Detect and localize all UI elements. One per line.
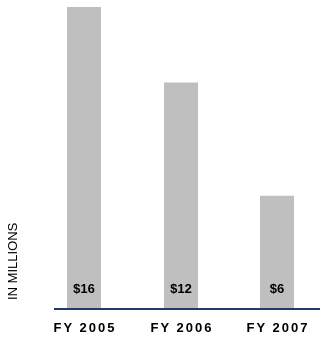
category-label: FY 2007 — [247, 320, 310, 335]
value-label: $6 — [270, 281, 284, 296]
value-label: $12 — [170, 281, 192, 296]
bar-fy-2006 — [164, 82, 198, 309]
value-label: $16 — [73, 281, 95, 296]
bar-fy-2005 — [67, 7, 101, 309]
bar-fy-2007 — [260, 195, 294, 309]
category-label: FY 2005 — [54, 320, 117, 335]
bars-group: $16 $12 $6 — [67, 7, 294, 309]
category-label: FY 2006 — [151, 320, 214, 335]
category-labels: FY 2005 FY 2006 FY 2007 — [54, 320, 310, 335]
y-axis-label: IN MILLIONS — [5, 222, 20, 300]
